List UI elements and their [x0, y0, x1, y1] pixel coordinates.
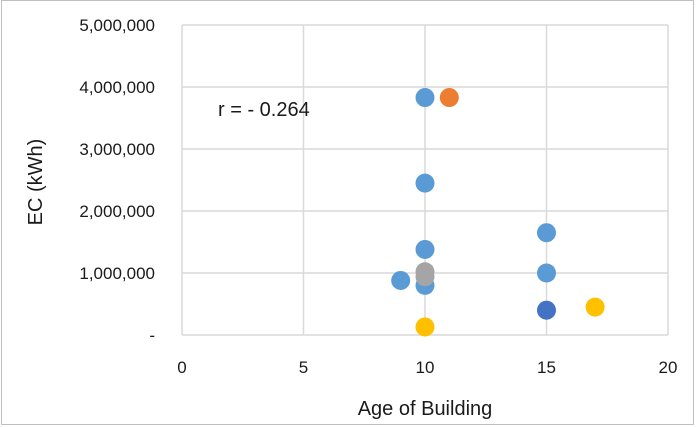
- data-point: [391, 270, 411, 290]
- x-tick-label: 20: [659, 358, 678, 377]
- data-point: [537, 223, 556, 243]
- data-point: [415, 173, 435, 193]
- correlation-annotation: r = - 0.264: [218, 99, 310, 121]
- data-point: [415, 267, 435, 287]
- x-tick-labels: 0 5 10 15 20: [177, 358, 677, 377]
- data-point: [537, 263, 556, 283]
- y-tick-label: 2,000,000: [79, 202, 155, 221]
- data-points: [391, 88, 605, 337]
- y-tick-label: -: [149, 326, 155, 345]
- y-tick-label: 1,000,000: [79, 264, 155, 283]
- x-axis-title: Age of Building: [358, 398, 493, 420]
- x-tick-label: 5: [299, 358, 308, 377]
- y-tick-label: 3,000,000: [79, 140, 155, 159]
- y-axis-title: EC (kWh): [25, 139, 47, 226]
- data-point: [415, 239, 435, 259]
- x-tick-label: 15: [537, 358, 556, 377]
- data-point: [415, 88, 435, 108]
- y-tick-label: 4,000,000: [79, 78, 155, 97]
- data-point: [585, 297, 605, 317]
- data-point: [537, 300, 556, 320]
- x-tick-label: 0: [177, 358, 186, 377]
- data-point: [415, 317, 435, 337]
- x-tick-label: 10: [416, 358, 435, 377]
- y-tick-label: 5,000,000: [79, 16, 155, 35]
- y-tick-labels: - 1,000,000 2,000,000 3,000,000 4,000,000 5,0…: [79, 16, 155, 345]
- data-point: [439, 88, 459, 108]
